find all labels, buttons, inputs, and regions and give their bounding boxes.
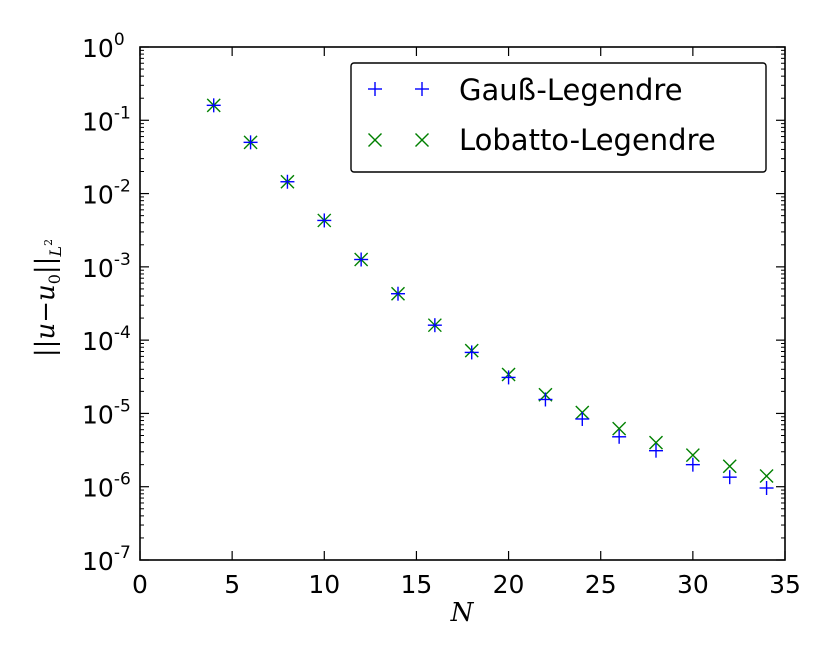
legend-marker-gauss-legendre-1 xyxy=(368,82,382,96)
legend-markers xyxy=(368,82,429,147)
lobatto-legendre-point xyxy=(759,469,774,484)
gauss-legendre-point xyxy=(243,135,258,150)
gauss-legendre-point xyxy=(759,481,774,496)
y-tick-label: 10-4 xyxy=(82,323,131,356)
legend-marker-lobatto-legendre-2 xyxy=(415,133,429,147)
x-axis-label: N xyxy=(450,598,475,628)
y-tick-label: 10-7 xyxy=(82,543,131,576)
y-tick-label: 10-2 xyxy=(82,177,131,210)
gauss-legendre-point xyxy=(206,98,221,113)
lobatto-legendre-point xyxy=(612,421,627,436)
gauss-legendre-point xyxy=(538,392,553,407)
y-tick-label: 10-6 xyxy=(82,470,131,503)
x-tick-label: 15 xyxy=(401,570,433,599)
gauss-legendre-point xyxy=(501,370,516,385)
x-tick-label: 35 xyxy=(769,570,801,599)
plot-frame xyxy=(139,46,786,561)
gauss-legendre-point xyxy=(685,457,700,472)
x-tick-label: 5 xyxy=(224,570,240,599)
gauss-legendre-point xyxy=(464,345,479,360)
legend-label-gauss-legendre: Gauß-Legendre xyxy=(459,73,683,107)
x-tick-label: 30 xyxy=(677,570,709,599)
x-tick-label: 20 xyxy=(493,570,525,599)
x-tick-labels: 0 5 10 15 20 25 30 35 xyxy=(132,570,801,599)
gauss-legendre-point xyxy=(354,252,369,267)
lobatto-legendre-point xyxy=(722,459,737,474)
points-layer xyxy=(206,98,774,496)
lobatto-legendre-point xyxy=(649,435,663,450)
gauss-legendre-point xyxy=(649,443,663,458)
y-tick-label: 10-1 xyxy=(82,103,131,136)
gauss-legendre-point xyxy=(612,429,627,444)
gauss-legendre-point xyxy=(391,286,405,301)
y-tick-label: 100 xyxy=(82,30,125,63)
x-tick-label: 10 xyxy=(308,570,340,599)
legend-marker-gauss-legendre-2 xyxy=(415,82,429,96)
gauss-legendre-point xyxy=(427,318,442,333)
y-tick-label: 10-5 xyxy=(82,396,131,429)
gauss-legendre-point xyxy=(317,213,332,228)
x-tick-label: 25 xyxy=(585,570,617,599)
legend-marker-lobatto-legendre-1 xyxy=(368,133,382,147)
legend: Gauß-Legendre Lobatto-Legendre xyxy=(350,62,767,173)
gauss-legendre-point xyxy=(575,411,590,426)
legend-box xyxy=(350,62,767,173)
y-axis-label: ||u−u0||L2 xyxy=(31,239,65,357)
legend-label-lobatto-legendre: Lobatto-Legendre xyxy=(459,123,716,157)
y-tick-label: 10-3 xyxy=(82,250,131,283)
gauss-legendre-point xyxy=(280,174,295,189)
x-tick-label: 0 xyxy=(132,570,148,599)
y-tick-labels: 100 10-1 10-2 10-3 10-4 10-5 10-6 10-7 xyxy=(82,30,131,576)
gauss-legendre-point xyxy=(722,470,737,485)
lobatto-legendre-point xyxy=(685,448,700,463)
